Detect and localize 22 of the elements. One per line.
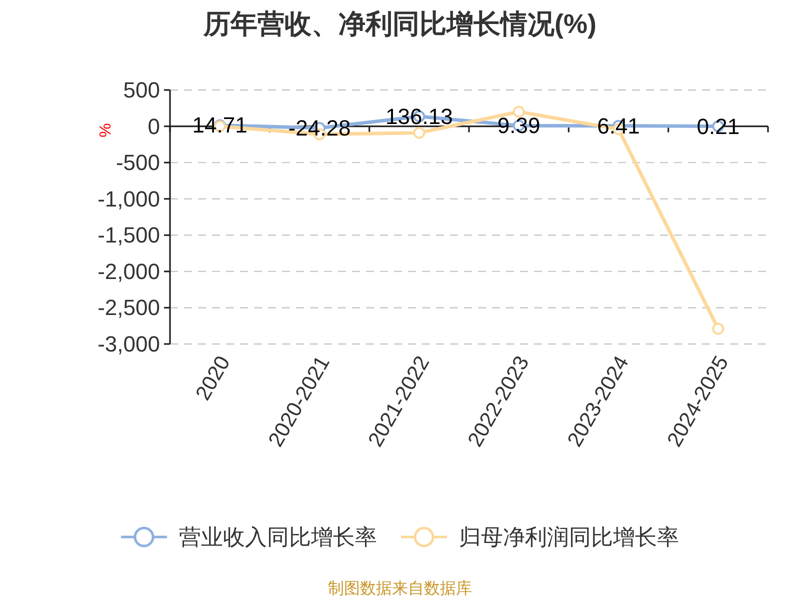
y-tick-label: -1,500 bbox=[98, 222, 160, 248]
legend-label: 营业收入同比增长率 bbox=[179, 524, 377, 550]
point bbox=[712, 322, 724, 335]
data-label: 14.71 bbox=[192, 112, 248, 138]
data-label: 9.39 bbox=[497, 113, 540, 138]
point bbox=[512, 106, 525, 118]
data-label: -24.28 bbox=[288, 116, 351, 141]
chart-title: 历年营收、净利同比增长情况(%) bbox=[202, 9, 596, 39]
data-label: 136.13 bbox=[386, 104, 453, 129]
data-label: 6.41 bbox=[597, 113, 640, 138]
y-tick-label: 0 bbox=[148, 114, 160, 139]
y-tick-label: -2,500 bbox=[98, 295, 160, 320]
point bbox=[413, 126, 426, 139]
y-tick-label: -3,000 bbox=[98, 332, 160, 356]
data-label: 0.21 bbox=[696, 114, 740, 139]
y-axis-title: % bbox=[98, 123, 114, 138]
legend-label: 归母净利润同比增长率 bbox=[459, 524, 679, 550]
y-tick-label: -1,000 bbox=[98, 186, 160, 212]
y-tick-label: -500 bbox=[116, 150, 160, 176]
y-tick-label: 500 bbox=[123, 78, 160, 102]
y-tick-label: -2,000 bbox=[98, 258, 160, 284]
text: 制图数据来自数据库 bbox=[328, 580, 472, 598]
